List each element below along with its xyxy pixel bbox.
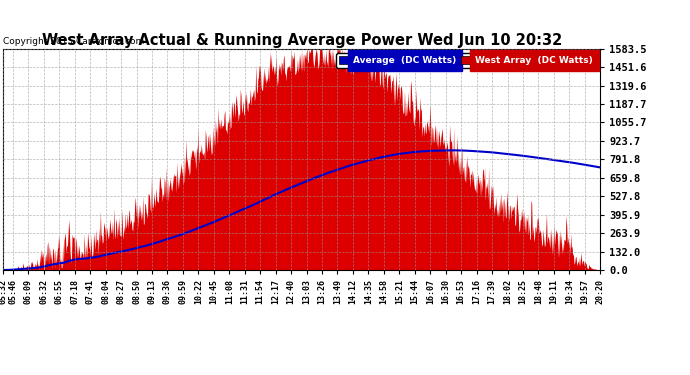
Legend: Average  (DC Watts), West Array  (DC Watts): Average (DC Watts), West Array (DC Watts… (336, 53, 595, 68)
Title: West Array Actual & Running Average Power Wed Jun 10 20:32: West Array Actual & Running Average Powe… (42, 33, 562, 48)
Text: Copyright 2015 Cartronics.com: Copyright 2015 Cartronics.com (3, 37, 145, 46)
